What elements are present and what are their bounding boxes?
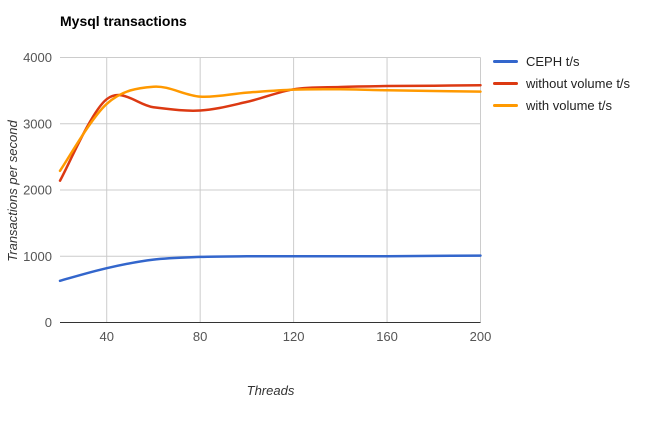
series-line-ceph-t-s [58,254,482,283]
y-tick-label: 4000 [23,50,52,65]
y-tick-label: 0 [45,315,52,330]
x-tick-label: 80 [193,329,207,344]
y-tick-label: 2000 [23,183,52,198]
y-tick-label: 1000 [23,249,52,264]
legend-item-with-volume-t-s: with volume t/s [493,94,630,116]
x-axis-title: Threads [246,383,295,398]
legend-line-swatch [493,81,518,85]
x-tick-label: 120 [283,329,305,344]
chart-title: Mysql transactions [60,13,187,29]
legend-label: without volume t/s [526,75,631,91]
series-line-without-volume-t-s [58,84,482,182]
legend: CEPH t/s without volume t/s with volume t/… [493,50,630,116]
legend-line-swatch [493,59,518,63]
legend-label: with volume t/s [526,97,612,113]
x-tick-label: 40 [99,329,113,344]
series-line-with-volume-t-s [58,85,482,173]
legend-item-ceph-t-s: CEPH t/s [493,50,630,72]
legend-item-without-volume-t-s: without volume t/s [493,72,630,94]
x-tick-label: 160 [376,329,398,344]
x-tick-label: 200 [470,329,492,344]
legend-label: CEPH t/s [526,53,580,69]
legend-line-swatch [493,103,518,107]
y-tick-label: 3000 [23,116,52,131]
